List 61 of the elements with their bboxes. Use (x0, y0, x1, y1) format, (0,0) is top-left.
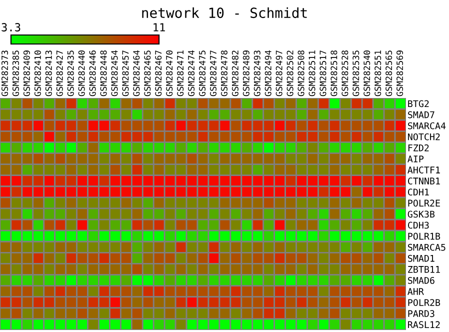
y-tick-label: SMARCA4 (408, 122, 446, 130)
x-tick-label: GSM282385 (12, 50, 19, 96)
x-tick-label: GSM282502 (286, 50, 294, 96)
x-tick-label: GSM282435 (67, 50, 74, 96)
x-tick-label: GSM282478 (220, 50, 228, 96)
y-tick-label: CDH1 (408, 188, 429, 196)
x-tick-label: GSM282440 (78, 50, 85, 96)
x-tick-label: GSM282427 (56, 50, 63, 96)
x-tick-label: GSM282493 (254, 50, 260, 96)
x-tick-label: GSM282565 (386, 50, 392, 96)
x-tick-label: GSM282475 (199, 50, 206, 96)
x-tick-label: GSM282535 (352, 50, 360, 96)
x-tick-label: GSM282467 (155, 50, 162, 96)
x-tick-label: GSM282471 (177, 50, 184, 96)
y-tick-label: NOTCH2 (408, 133, 440, 140)
y-tick-label: GSK3B (408, 210, 435, 218)
x-tick-label: GSM282470 (166, 50, 173, 96)
y-tick-label: FZD2 (408, 144, 429, 152)
y-tick-label: AHCTF1 (408, 166, 440, 174)
x-tick-label: GSM282413 (45, 50, 52, 96)
y-tick-label: CDH3 (408, 222, 429, 229)
y-tick-label: POLR1B (408, 232, 440, 240)
y-tick-label: AIP (408, 156, 424, 162)
x-tick-label: GSM282464 (133, 50, 140, 96)
x-tick-label: GSM282518 (330, 50, 338, 96)
x-tick-label: GSM282494 (264, 50, 272, 96)
x-tick-label: GSM282474 (188, 50, 195, 96)
x-tick-label: GSM282482 (232, 50, 238, 96)
y-tick-label: SMARCA5 (408, 244, 446, 251)
x-tick-label: GSM282489 (242, 50, 250, 96)
x-tick-label: GSM282508 (298, 50, 304, 96)
x-tick-label: GSM282465 (144, 50, 151, 96)
x-tick-label: GSM282540 (364, 50, 370, 96)
y-tick-label: CTNNB1 (408, 178, 440, 184)
x-tick-label: GSM282497 (276, 50, 282, 96)
chart-title: network 10 - Schmidt (142, 7, 307, 18)
y-tick-label: POLR2B (408, 299, 440, 306)
x-tick-label: GSM282517 (320, 50, 326, 96)
color-bar-label: 11 (154, 23, 165, 32)
x-tick-label: GSM282477 (210, 50, 216, 96)
y-tick-label: RASL12 (408, 321, 440, 328)
x-tick-label: GSM282511 (308, 50, 316, 96)
y-tick-label: AHR (408, 288, 424, 295)
x-tick-label: GSM282457 (122, 50, 129, 96)
x-tick-label: GSM282528 (342, 50, 348, 96)
y-tick-label: SMAD7 (408, 111, 434, 118)
y-tick-label: PARD3 (408, 310, 434, 318)
x-tick-label: GSM282409 (23, 50, 30, 96)
color-bar-label: 3.3 (2, 23, 20, 32)
x-tick-label: GSM282410 (34, 50, 41, 96)
y-tick-label: BTG2 (408, 100, 429, 108)
x-tick-label: GSM282454 (111, 50, 118, 96)
y-tick-label: SMAD1 (408, 254, 434, 262)
y-tick-label: POLR2E (408, 200, 440, 207)
x-tick-label: GSM282551 (374, 50, 382, 96)
y-tick-label: SMAD6 (408, 276, 434, 284)
x-tick-label: GSM282373 (1, 50, 8, 96)
y-tick-label: ZBTB11 (408, 266, 440, 273)
x-tick-label: GSM282569 (396, 50, 404, 96)
x-tick-label: GSM282448 (100, 50, 107, 96)
x-tick-label: GSM282446 (89, 50, 96, 96)
